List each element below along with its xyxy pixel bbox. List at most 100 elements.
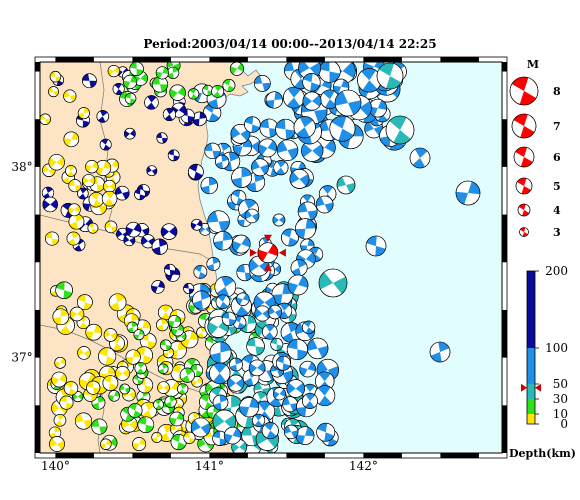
focal-mechanism xyxy=(164,395,177,408)
focal-mechanism xyxy=(336,175,356,195)
focal-mechanism xyxy=(144,95,159,110)
focal-mechanism xyxy=(273,160,289,176)
focal-mechanism xyxy=(77,187,89,200)
focal-mechanism xyxy=(229,62,244,76)
focal-mechanism xyxy=(124,127,136,140)
focal-mechanism xyxy=(160,223,178,240)
focal-mechanism xyxy=(239,397,260,418)
focal-mechanism xyxy=(77,107,90,120)
focal-mechanism xyxy=(212,430,228,446)
focal-mechanism xyxy=(306,337,329,360)
focal-mechanism xyxy=(134,188,146,201)
focal-mechanism xyxy=(229,357,243,372)
focal-mechanism xyxy=(104,220,118,234)
focal-mechanism xyxy=(293,116,316,139)
focal-mechanism xyxy=(151,431,163,443)
focal-mechanism xyxy=(157,381,170,394)
focal-mechanism xyxy=(166,66,180,79)
focal-mechanism xyxy=(365,235,387,257)
focal-mechanism xyxy=(209,362,231,384)
focal-mechanism xyxy=(45,231,60,246)
focal-mechanism xyxy=(192,111,207,127)
focal-mechanism xyxy=(192,290,212,310)
focal-mechanism xyxy=(108,390,120,402)
focal-mechanism xyxy=(82,73,97,89)
focal-mechanism xyxy=(262,324,278,340)
depth-tick-label: 30 xyxy=(553,392,568,406)
focal-mechanism xyxy=(177,383,189,395)
focal-mechanism xyxy=(213,231,233,251)
focal-mechanism xyxy=(188,163,204,180)
focal-mechanism xyxy=(290,259,308,277)
focal-mechanism xyxy=(68,179,82,193)
focal-mechanism xyxy=(244,208,260,224)
magnitude-legend-label: 7 xyxy=(553,120,561,133)
focal-mechanism xyxy=(276,139,299,161)
focal-mechanism xyxy=(127,403,143,418)
focal-mechanism xyxy=(119,383,131,395)
focal-mechanism xyxy=(114,185,130,201)
focal-mechanism xyxy=(273,387,286,401)
focal-mechanism xyxy=(72,391,84,403)
focal-mechanism xyxy=(169,411,185,427)
depth-color-band xyxy=(527,348,535,384)
magnitude-legend-symbol xyxy=(509,76,539,106)
magnitude-legend-symbol xyxy=(515,177,533,195)
focal-mechanism xyxy=(48,86,59,98)
focal-mechanism xyxy=(102,375,119,391)
focal-mechanism xyxy=(52,308,70,326)
focal-mechanism xyxy=(190,218,203,231)
magnitude-legend-symbol xyxy=(511,113,537,139)
magnitude-legend-label: 8 xyxy=(553,85,561,98)
focal-mechanism xyxy=(74,412,93,430)
focal-mechanism xyxy=(227,374,245,392)
focal-mechanism xyxy=(41,186,55,200)
focal-mechanism xyxy=(246,337,265,356)
depth-color-band xyxy=(527,271,535,348)
focal-mechanism xyxy=(315,195,334,214)
highlighted-earthquake xyxy=(249,234,286,271)
magnitude-legend-label: 3 xyxy=(553,226,561,239)
focal-mechanism xyxy=(275,118,296,140)
focal-mechanism xyxy=(244,116,261,133)
focal-mechanism xyxy=(155,66,169,80)
focal-mechanism xyxy=(69,306,85,322)
focal-mechanism xyxy=(385,115,415,145)
focal-mechanism xyxy=(108,293,127,312)
focal-mechanism xyxy=(126,321,139,333)
focal-mechanism xyxy=(103,328,118,342)
depth-marker-right xyxy=(535,383,541,392)
map-frame xyxy=(34,56,508,459)
focal-mechanism xyxy=(129,62,144,77)
depth-marker-left xyxy=(521,383,527,392)
focal-mechanism xyxy=(212,409,237,434)
depth-tick-label: 50 xyxy=(553,377,568,391)
focal-mechanism xyxy=(302,392,318,409)
focal-mechanism xyxy=(221,311,237,327)
depth-tick-label: 100 xyxy=(545,341,568,355)
focal-mechanism xyxy=(132,437,147,451)
focal-mechanism xyxy=(231,234,251,254)
focal-mechanism xyxy=(207,210,230,233)
focal-mechanism xyxy=(286,379,305,398)
focal-mechanism xyxy=(429,341,451,363)
focal-mechanism xyxy=(137,416,155,434)
focal-mechanism xyxy=(163,263,176,276)
focal-mechanism xyxy=(206,257,221,271)
focal-mechanism xyxy=(376,62,404,90)
focal-mechanism xyxy=(125,221,142,238)
focal-mechanism xyxy=(272,213,286,227)
focal-mechanism xyxy=(302,91,322,111)
focal-mechanism xyxy=(133,329,145,341)
focal-mechanism xyxy=(320,89,340,109)
focal-mechanism xyxy=(151,76,169,93)
focal-mechanism xyxy=(251,158,269,177)
focal-mechanism xyxy=(49,436,65,452)
focal-mechanism xyxy=(88,192,104,208)
x-tick-label: 141° xyxy=(195,459,224,473)
x-tick-label: 140° xyxy=(41,459,70,473)
focal-mechanisms xyxy=(40,62,481,453)
focal-mechanism xyxy=(318,268,348,298)
